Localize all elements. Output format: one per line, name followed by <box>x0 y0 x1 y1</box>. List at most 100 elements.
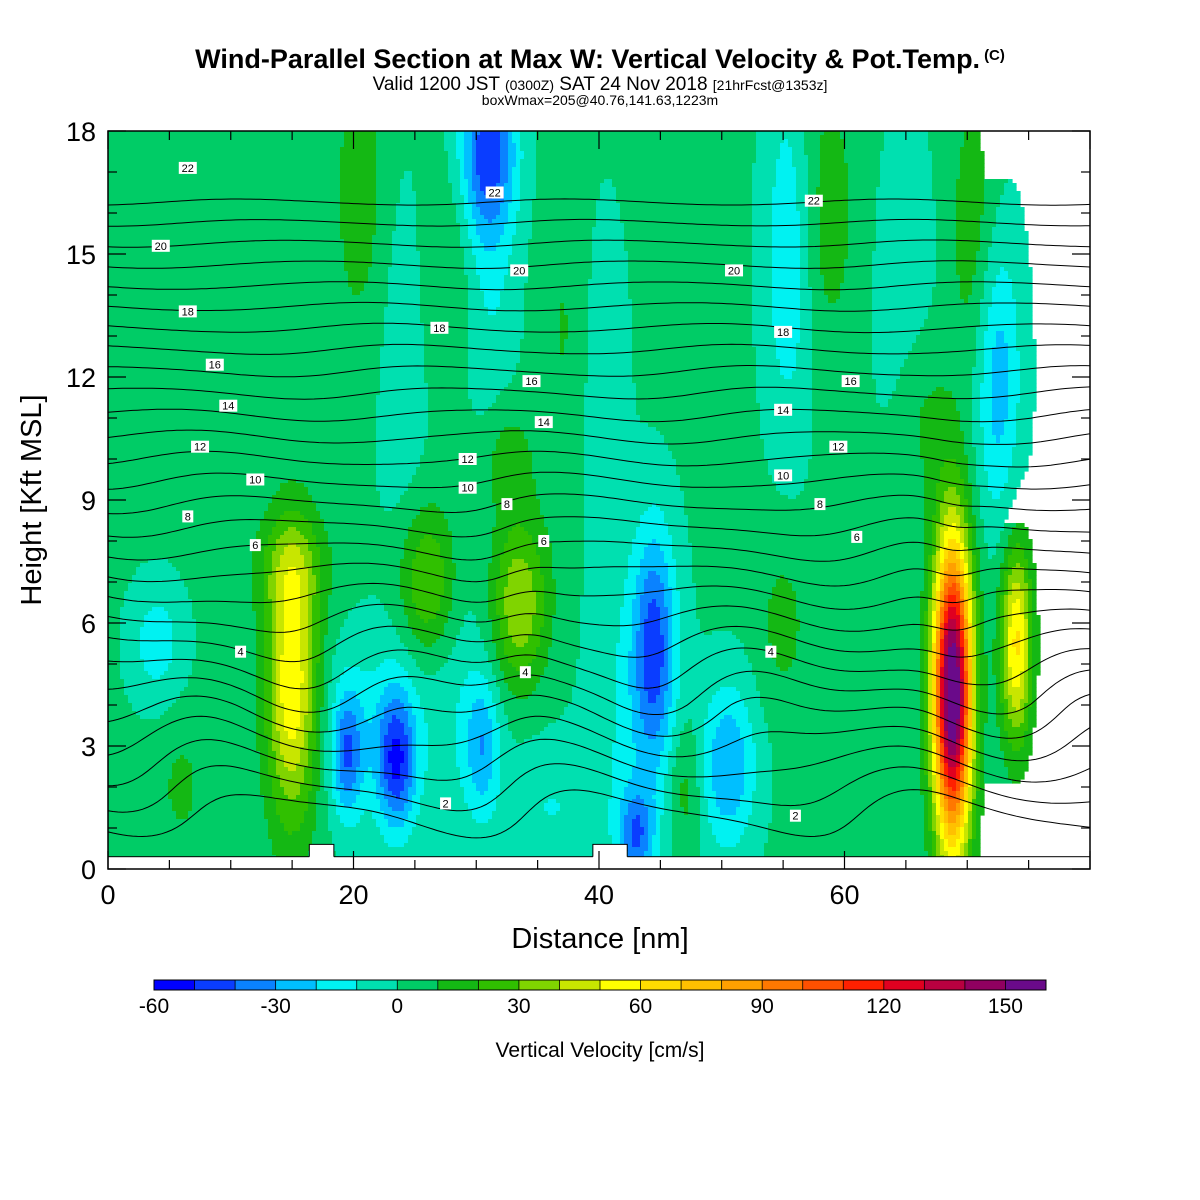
velocity-cell <box>988 255 1029 260</box>
velocity-cell <box>976 559 981 564</box>
velocity-cell <box>960 731 965 736</box>
velocity-cell <box>984 335 997 340</box>
velocity-cell <box>1032 631 1041 636</box>
velocity-cell <box>556 603 581 608</box>
velocity-cell <box>1008 567 1013 572</box>
velocity-cell <box>668 583 677 588</box>
velocity-cell <box>812 291 825 296</box>
velocity-cell <box>920 415 961 420</box>
velocity-cell <box>936 563 941 568</box>
velocity-cell <box>320 511 421 516</box>
velocity-cell <box>1032 695 1037 700</box>
velocity-cell <box>340 195 377 200</box>
velocity-cell <box>632 703 641 708</box>
velocity-cell <box>380 375 425 380</box>
velocity-cell <box>664 515 689 520</box>
velocity-cell <box>276 607 285 612</box>
velocity-cell <box>944 583 953 588</box>
velocity-cell <box>316 691 325 696</box>
velocity-cell <box>844 271 873 276</box>
velocity-cell <box>384 607 405 612</box>
velocity-cell <box>960 287 973 292</box>
velocity-cell <box>584 407 637 412</box>
velocity-cell <box>264 603 273 608</box>
velocity-cell <box>628 575 637 580</box>
velocity-cell <box>1008 575 1025 580</box>
velocity-cell <box>972 367 985 372</box>
velocity-cell <box>932 547 937 552</box>
velocity-cell <box>972 543 977 548</box>
velocity-cell <box>960 159 985 164</box>
velocity-cell <box>972 383 981 388</box>
velocity-cell <box>1000 567 1009 572</box>
velocity-cell <box>680 735 697 740</box>
velocity-cell <box>1024 555 1033 560</box>
velocity-cell <box>296 727 305 732</box>
velocity-cell <box>516 163 521 168</box>
velocity-cell <box>584 463 677 468</box>
velocity-cell <box>1004 187 1017 192</box>
velocity-cell <box>272 531 285 536</box>
velocity-cell <box>976 331 985 336</box>
velocity-cell <box>668 647 673 652</box>
velocity-cell <box>968 623 973 628</box>
velocity-cell <box>476 619 493 624</box>
velocity-cell <box>492 631 501 636</box>
velocity-cell <box>768 723 921 728</box>
velocity-cell <box>992 351 1009 356</box>
velocity-cell <box>944 387 973 392</box>
velocity-cell <box>940 727 945 732</box>
velocity-cell <box>932 699 937 704</box>
velocity-cell <box>988 675 997 680</box>
velocity-cell <box>980 551 989 556</box>
velocity-cell <box>936 247 957 252</box>
velocity-cell <box>632 363 757 368</box>
velocity-cell <box>640 711 665 716</box>
velocity-cell <box>660 723 669 728</box>
velocity-cell <box>1028 675 1033 680</box>
velocity-cell <box>272 699 277 704</box>
velocity-cell <box>968 635 973 640</box>
velocity-cell <box>384 323 425 328</box>
velocity-cell <box>784 575 925 580</box>
velocity-cell <box>772 259 801 264</box>
velocity-cell <box>340 231 377 236</box>
velocity-cell <box>264 643 273 648</box>
velocity-cell <box>640 563 669 568</box>
velocity-cell <box>108 739 257 744</box>
velocity-cell <box>664 591 673 596</box>
velocity-cell <box>872 331 921 336</box>
velocity-cell <box>428 723 457 728</box>
velocity-cell <box>880 179 933 184</box>
velocity-cell <box>812 331 873 336</box>
velocity-cell <box>344 247 373 252</box>
velocity-cell <box>812 339 873 344</box>
velocity-cell <box>1008 627 1025 632</box>
velocity-cell <box>308 607 313 612</box>
velocity-cell <box>256 659 265 664</box>
velocity-cell <box>320 647 325 652</box>
velocity-cell <box>332 559 401 564</box>
velocity-cell <box>424 343 469 348</box>
velocity-cell <box>1012 699 1021 704</box>
velocity-cell <box>592 263 629 268</box>
velocity-cell <box>272 723 277 728</box>
velocity-cell <box>416 603 441 608</box>
velocity-cell <box>416 215 457 220</box>
velocity-cell <box>392 235 417 240</box>
velocity-cell <box>820 163 849 168</box>
velocity-cell <box>416 235 461 240</box>
velocity-cell <box>1028 647 1033 652</box>
velocity-cell <box>412 703 421 708</box>
velocity-cell <box>508 179 513 184</box>
velocity-cell <box>324 643 337 648</box>
velocity-cell <box>172 651 197 656</box>
velocity-cell <box>416 735 429 740</box>
velocity-cell <box>308 615 313 620</box>
velocity-cell <box>108 347 381 352</box>
velocity-cell <box>976 623 981 628</box>
velocity-cell <box>500 571 509 576</box>
velocity-cell <box>108 359 381 364</box>
velocity-cell <box>108 355 381 360</box>
velocity-cell <box>280 731 289 736</box>
